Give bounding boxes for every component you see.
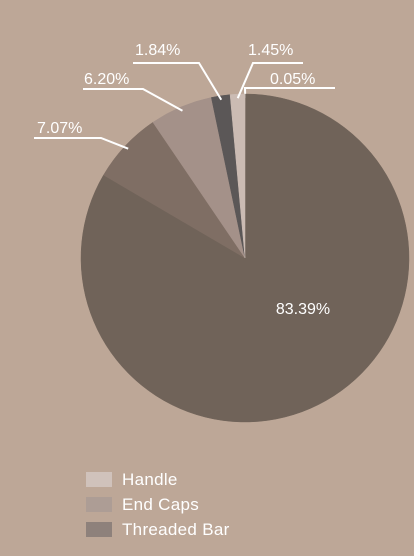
slice-value-label: 1.84% — [135, 42, 180, 59]
slice-value-label: 83.39% — [276, 301, 330, 318]
legend-label-end-caps: End Caps — [122, 494, 200, 514]
legend-item-threaded-bar: Threaded Bar — [86, 517, 230, 542]
slice-value-label: 7.07% — [37, 120, 82, 137]
legend-item-handle: Handle — [86, 467, 230, 492]
leader-line — [83, 88, 183, 112]
legend-swatch-handle — [86, 472, 112, 487]
pie-slice — [229, 93, 246, 259]
legend: Handle End Caps Threaded Bar — [86, 467, 230, 542]
legend-swatch-end-caps — [86, 497, 112, 512]
slice-value-label: 6.20% — [84, 71, 129, 88]
legend-item-end-caps: End Caps — [86, 492, 230, 517]
leader-line — [236, 62, 303, 99]
slice-value-label: 0.05% — [270, 71, 315, 88]
legend-swatch-threaded-bar — [86, 522, 112, 537]
leader-line — [133, 62, 223, 101]
slice-value-label: 1.45% — [248, 42, 293, 59]
leader-line — [34, 137, 129, 150]
legend-label-handle: Handle — [122, 469, 178, 489]
pie-slice — [80, 93, 410, 423]
legend-label-threaded-bar: Threaded Bar — [122, 519, 230, 539]
